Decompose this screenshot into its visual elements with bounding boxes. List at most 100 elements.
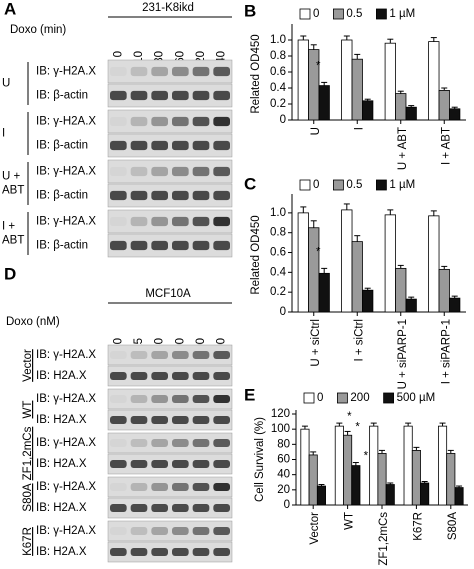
bar bbox=[438, 90, 450, 121]
legend-label: 200 bbox=[350, 392, 369, 404]
legend-label: 0 bbox=[313, 8, 319, 20]
group-label: I + bbox=[2, 221, 15, 233]
group-label: ZF1,2mCs bbox=[22, 426, 34, 480]
blot-band bbox=[172, 116, 189, 127]
blot-band bbox=[110, 527, 127, 535]
blot-band bbox=[130, 66, 148, 77]
x-tick-label: S80A bbox=[447, 512, 459, 540]
blot-band bbox=[151, 395, 168, 403]
blot-band bbox=[130, 372, 148, 380]
row-label: IB: β-actin bbox=[36, 90, 88, 102]
blot-band bbox=[151, 140, 168, 151]
row-label: IB: H2A.X bbox=[36, 502, 87, 514]
blot-band bbox=[172, 527, 189, 535]
legend-label: 0.5 bbox=[346, 179, 362, 191]
blot-band bbox=[130, 395, 148, 403]
y-tick-label: 80 bbox=[277, 438, 290, 450]
x-tick-label: U + siCtrl bbox=[310, 319, 322, 367]
group-label: ABT bbox=[2, 185, 24, 197]
blot-band bbox=[172, 140, 189, 151]
bar bbox=[449, 108, 461, 121]
legend-label: 0 bbox=[317, 392, 323, 404]
bar bbox=[351, 241, 363, 313]
x-tick-label: I bbox=[353, 127, 365, 130]
bar bbox=[384, 214, 396, 313]
blot-band bbox=[213, 372, 230, 380]
blot-band bbox=[110, 216, 127, 227]
blot-band bbox=[192, 527, 210, 535]
bar bbox=[438, 425, 448, 506]
bar bbox=[369, 425, 379, 506]
blot-band bbox=[192, 116, 210, 127]
blot-background bbox=[107, 365, 233, 387]
row-label: IB: H2A.X bbox=[36, 414, 87, 426]
bar bbox=[384, 42, 396, 121]
bar bbox=[297, 212, 309, 313]
blot-band bbox=[130, 216, 148, 227]
group-label: ABT bbox=[2, 235, 24, 247]
blot-band bbox=[130, 351, 148, 359]
legend-swatch bbox=[303, 392, 315, 404]
group-label: Vector bbox=[22, 349, 34, 382]
y-tick-label: 0.8 bbox=[270, 227, 286, 239]
blot-band bbox=[151, 190, 168, 201]
blot-band bbox=[151, 504, 168, 512]
legend-swatch bbox=[376, 8, 387, 20]
cell-line: MCF10A bbox=[145, 288, 191, 300]
panel-label: E bbox=[244, 385, 255, 404]
blot-band bbox=[172, 216, 189, 227]
blot-band bbox=[130, 416, 148, 424]
x-tick-label: U bbox=[310, 127, 322, 135]
blot-band bbox=[172, 416, 189, 424]
bar bbox=[405, 106, 417, 121]
blot-band bbox=[110, 166, 127, 177]
blot-band bbox=[151, 351, 168, 359]
row-label: IB: β-actin bbox=[36, 140, 88, 152]
blot-band bbox=[151, 372, 168, 380]
bar bbox=[351, 58, 363, 121]
blot-band bbox=[151, 416, 168, 424]
cell-line: 231-K8ikd bbox=[142, 2, 194, 14]
bar bbox=[428, 215, 440, 313]
legend-swatch bbox=[337, 392, 348, 404]
annotation: * bbox=[364, 451, 369, 463]
x-tick-label: K67R bbox=[412, 512, 424, 541]
blot-band bbox=[130, 116, 148, 127]
blot-band bbox=[192, 190, 210, 201]
blot-band bbox=[213, 166, 230, 177]
bar bbox=[395, 267, 407, 313]
group-label: U bbox=[2, 78, 10, 90]
bar bbox=[351, 465, 361, 506]
bar bbox=[385, 484, 395, 506]
blot-background bbox=[107, 453, 233, 475]
x-tick-label: U + siPARP-1 bbox=[397, 319, 409, 389]
group-label: I bbox=[2, 128, 5, 140]
bar bbox=[362, 100, 374, 121]
blot-background bbox=[107, 209, 233, 234]
y-tick-label: 20 bbox=[277, 484, 290, 496]
y-tick-label: 0.6 bbox=[270, 247, 286, 259]
row-label: IB: γ-H2A.X bbox=[36, 525, 96, 537]
blot-background bbox=[107, 432, 233, 454]
blot-band bbox=[110, 140, 127, 151]
blot-band bbox=[151, 90, 168, 101]
blot-background bbox=[107, 159, 233, 184]
blot-band bbox=[110, 90, 127, 101]
blot-background bbox=[107, 541, 233, 563]
blot-band bbox=[110, 240, 127, 251]
blot-band bbox=[151, 66, 168, 77]
blot-band bbox=[110, 483, 127, 491]
legend-swatch bbox=[299, 8, 311, 20]
blot-band bbox=[213, 439, 230, 447]
blot-band bbox=[172, 372, 189, 380]
blot-band bbox=[172, 190, 189, 201]
blot-band bbox=[130, 166, 148, 177]
bar bbox=[308, 227, 320, 313]
blot-band bbox=[213, 216, 230, 227]
blot-band bbox=[110, 504, 127, 512]
blot-band bbox=[110, 66, 127, 77]
group-label: U + bbox=[2, 171, 21, 183]
blot-band bbox=[172, 439, 189, 447]
bar bbox=[403, 425, 413, 506]
legend-label: 1 µM bbox=[389, 179, 415, 191]
